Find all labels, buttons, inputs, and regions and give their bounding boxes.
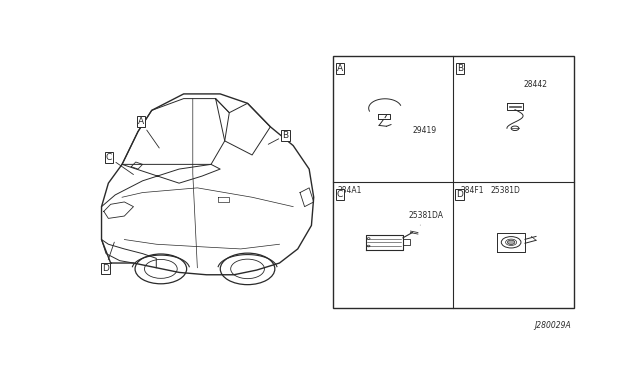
Text: 25381DA: 25381DA [409, 211, 444, 225]
Text: C: C [106, 153, 134, 174]
Circle shape [508, 240, 515, 244]
Text: 29419: 29419 [413, 126, 437, 135]
Text: D: D [456, 190, 463, 199]
Bar [333, 56, 573, 308]
Text: A: A [138, 117, 159, 148]
Text: D: D [102, 242, 115, 273]
Text: 28442: 28442 [523, 80, 547, 89]
Text: 284F1: 284F1 [460, 186, 484, 195]
Text: C: C [337, 190, 343, 199]
Text: B: B [268, 131, 289, 144]
Text: 284A1: 284A1 [338, 186, 362, 195]
Text: A: A [337, 64, 343, 73]
Text: 25381D: 25381D [490, 186, 520, 195]
Text: J280029A: J280029A [534, 321, 571, 330]
Text: B: B [457, 64, 463, 73]
